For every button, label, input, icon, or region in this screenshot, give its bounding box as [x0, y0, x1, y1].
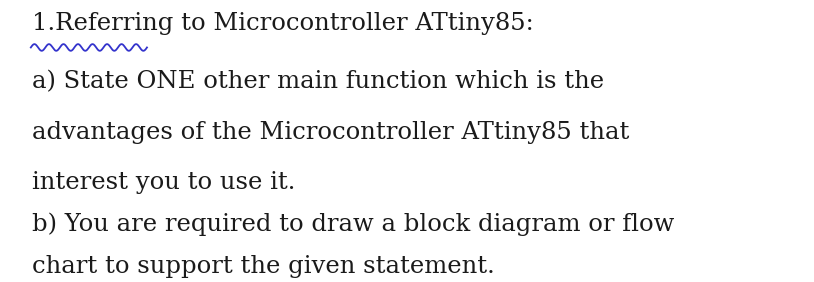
Text: a) State ONE other main function which is the: a) State ONE other main function which i… [33, 70, 605, 94]
Text: 1.Referring to Microcontroller ATtiny85:: 1.Referring to Microcontroller ATtiny85: [33, 12, 534, 35]
Text: b) You are required to draw a block diagram or flow: b) You are required to draw a block diag… [33, 212, 675, 236]
Text: advantages of the Microcontroller ATtiny85 that: advantages of the Microcontroller ATtiny… [33, 121, 630, 144]
Text: interest you to use it.: interest you to use it. [33, 171, 295, 194]
Text: chart to support the given statement.: chart to support the given statement. [33, 255, 495, 278]
